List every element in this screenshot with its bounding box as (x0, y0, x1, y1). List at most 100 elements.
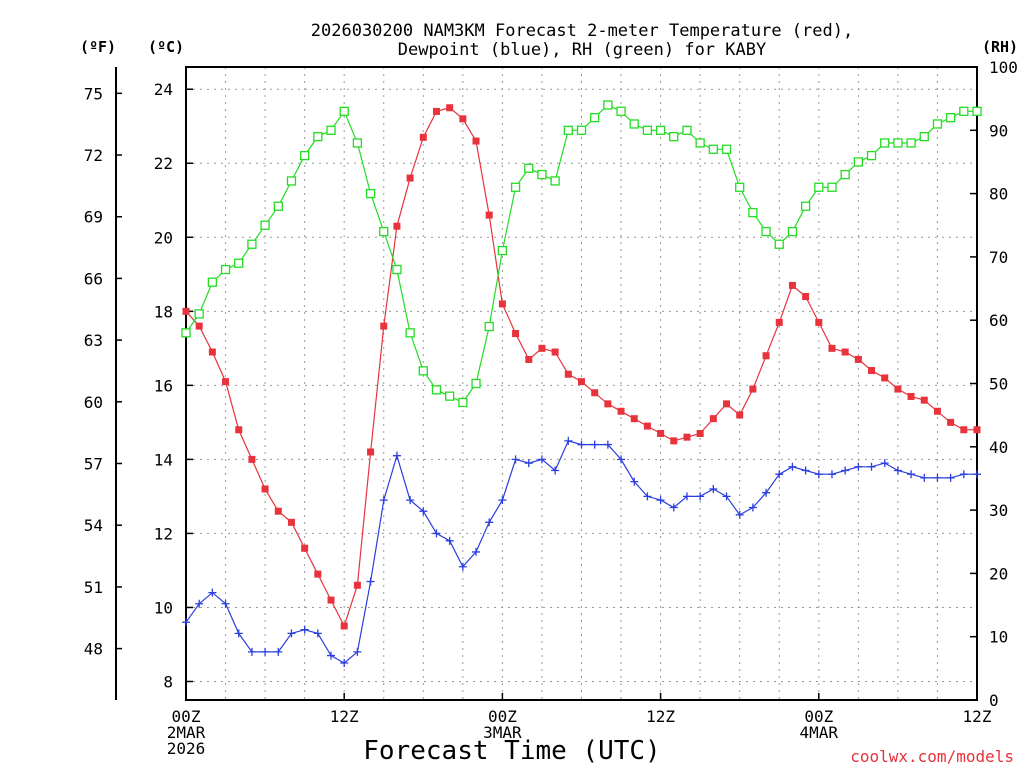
data-point (510, 182, 521, 192)
rh-tick-label: 90 (989, 121, 1008, 140)
fahrenheit-tick-label: 75 (84, 84, 103, 103)
x-tick-label: 2MAR (167, 723, 206, 742)
data-point (431, 385, 442, 395)
data-point (300, 625, 309, 634)
data-point (840, 169, 850, 180)
data-point (762, 352, 770, 360)
data-point (854, 355, 862, 363)
data-point (405, 328, 415, 338)
fahrenheit-tick-label: 60 (84, 393, 103, 412)
data-point (313, 131, 323, 142)
celsius-tick-label: 8 (163, 672, 173, 691)
data-point (339, 106, 349, 116)
data-point (683, 433, 691, 441)
data-point (788, 281, 796, 289)
data-point (446, 104, 454, 112)
data-point (261, 647, 270, 656)
data-point (801, 466, 810, 475)
data-point (721, 144, 732, 154)
chart-title-line-1: 2026030200 NAM3KM Forecast 2-meter Tempe… (311, 21, 853, 41)
data-point (550, 176, 560, 186)
data-point (695, 138, 705, 148)
data-point (497, 245, 508, 256)
data-point (603, 440, 612, 449)
x-axis-label: Forecast Time (UTC) (363, 736, 660, 766)
celsius-tick-label: 14 (154, 450, 173, 469)
data-point (365, 188, 376, 199)
data-point (326, 125, 336, 135)
celsius-tick-label: 22 (154, 154, 173, 173)
series-layer (181, 100, 982, 667)
data-point (208, 588, 217, 597)
data-point (893, 466, 902, 475)
data-point (458, 397, 468, 408)
data-point (959, 106, 969, 116)
x-tick-label: 00Z (804, 707, 833, 726)
x-tick-label: 00Z (172, 707, 201, 726)
data-point (498, 496, 507, 505)
data-point (893, 138, 903, 148)
data-point (287, 629, 296, 638)
data-point (313, 629, 322, 638)
data-point (406, 496, 415, 505)
data-point (853, 157, 863, 167)
data-point (973, 470, 981, 479)
data-point (301, 544, 309, 552)
rh-tick-label: 30 (989, 501, 1008, 520)
x-tick-label: 00Z (488, 707, 517, 726)
data-point (524, 459, 533, 468)
data-point (182, 307, 190, 315)
data-point (222, 378, 230, 386)
data-point (946, 473, 955, 482)
data-point (353, 581, 361, 589)
data-point (537, 455, 546, 464)
data-point (933, 407, 941, 415)
fahrenheit-tick-label: 72 (84, 146, 103, 165)
axes: 8 10 12 14 16 18 20 22 24 48 51 54 57 60 63 66 69 72 75 0 10… (84, 58, 1018, 758)
rh-tick-label: 100 (989, 58, 1018, 77)
data-point (577, 440, 586, 449)
data-point (235, 426, 243, 434)
data-point (432, 107, 440, 115)
data-point (498, 300, 506, 308)
celsius-tick-label: 10 (154, 598, 173, 617)
data-point (419, 507, 428, 516)
fahrenheit-tick-label: 48 (84, 640, 103, 659)
data-point (392, 264, 402, 275)
data-point (828, 344, 836, 352)
data-point (524, 163, 534, 173)
data-point (617, 407, 625, 415)
data-point (854, 462, 863, 471)
chart-title-line-2: Dewpoint (blue), RH (green) for KABY (398, 40, 766, 60)
data-point (248, 455, 256, 463)
data-point (947, 418, 955, 426)
data-point (207, 277, 218, 287)
celsius-tick-label: 20 (154, 228, 173, 247)
data-point (787, 226, 798, 237)
data-point (643, 422, 651, 430)
data-point (880, 138, 890, 148)
data-point (643, 492, 652, 501)
data-point (260, 220, 270, 230)
data-point (868, 367, 876, 375)
celsius-tick-label: 24 (154, 80, 173, 99)
data-point (590, 112, 600, 123)
data-point (458, 562, 467, 571)
data-point (906, 138, 916, 148)
data-point (920, 396, 928, 404)
data-point (352, 138, 363, 148)
fahrenheit-tick-label: 69 (84, 208, 103, 227)
data-point (932, 119, 943, 129)
data-point (287, 518, 295, 526)
data-point (827, 470, 836, 479)
data-point (511, 455, 520, 464)
data-point (657, 429, 665, 437)
data-point (299, 150, 310, 161)
data-point (761, 226, 771, 237)
data-point (696, 429, 704, 437)
data-point (894, 385, 902, 393)
data-point (274, 647, 283, 656)
data-point (800, 201, 811, 211)
data-point (525, 355, 533, 363)
x-tick-label: 2026 (167, 739, 206, 758)
